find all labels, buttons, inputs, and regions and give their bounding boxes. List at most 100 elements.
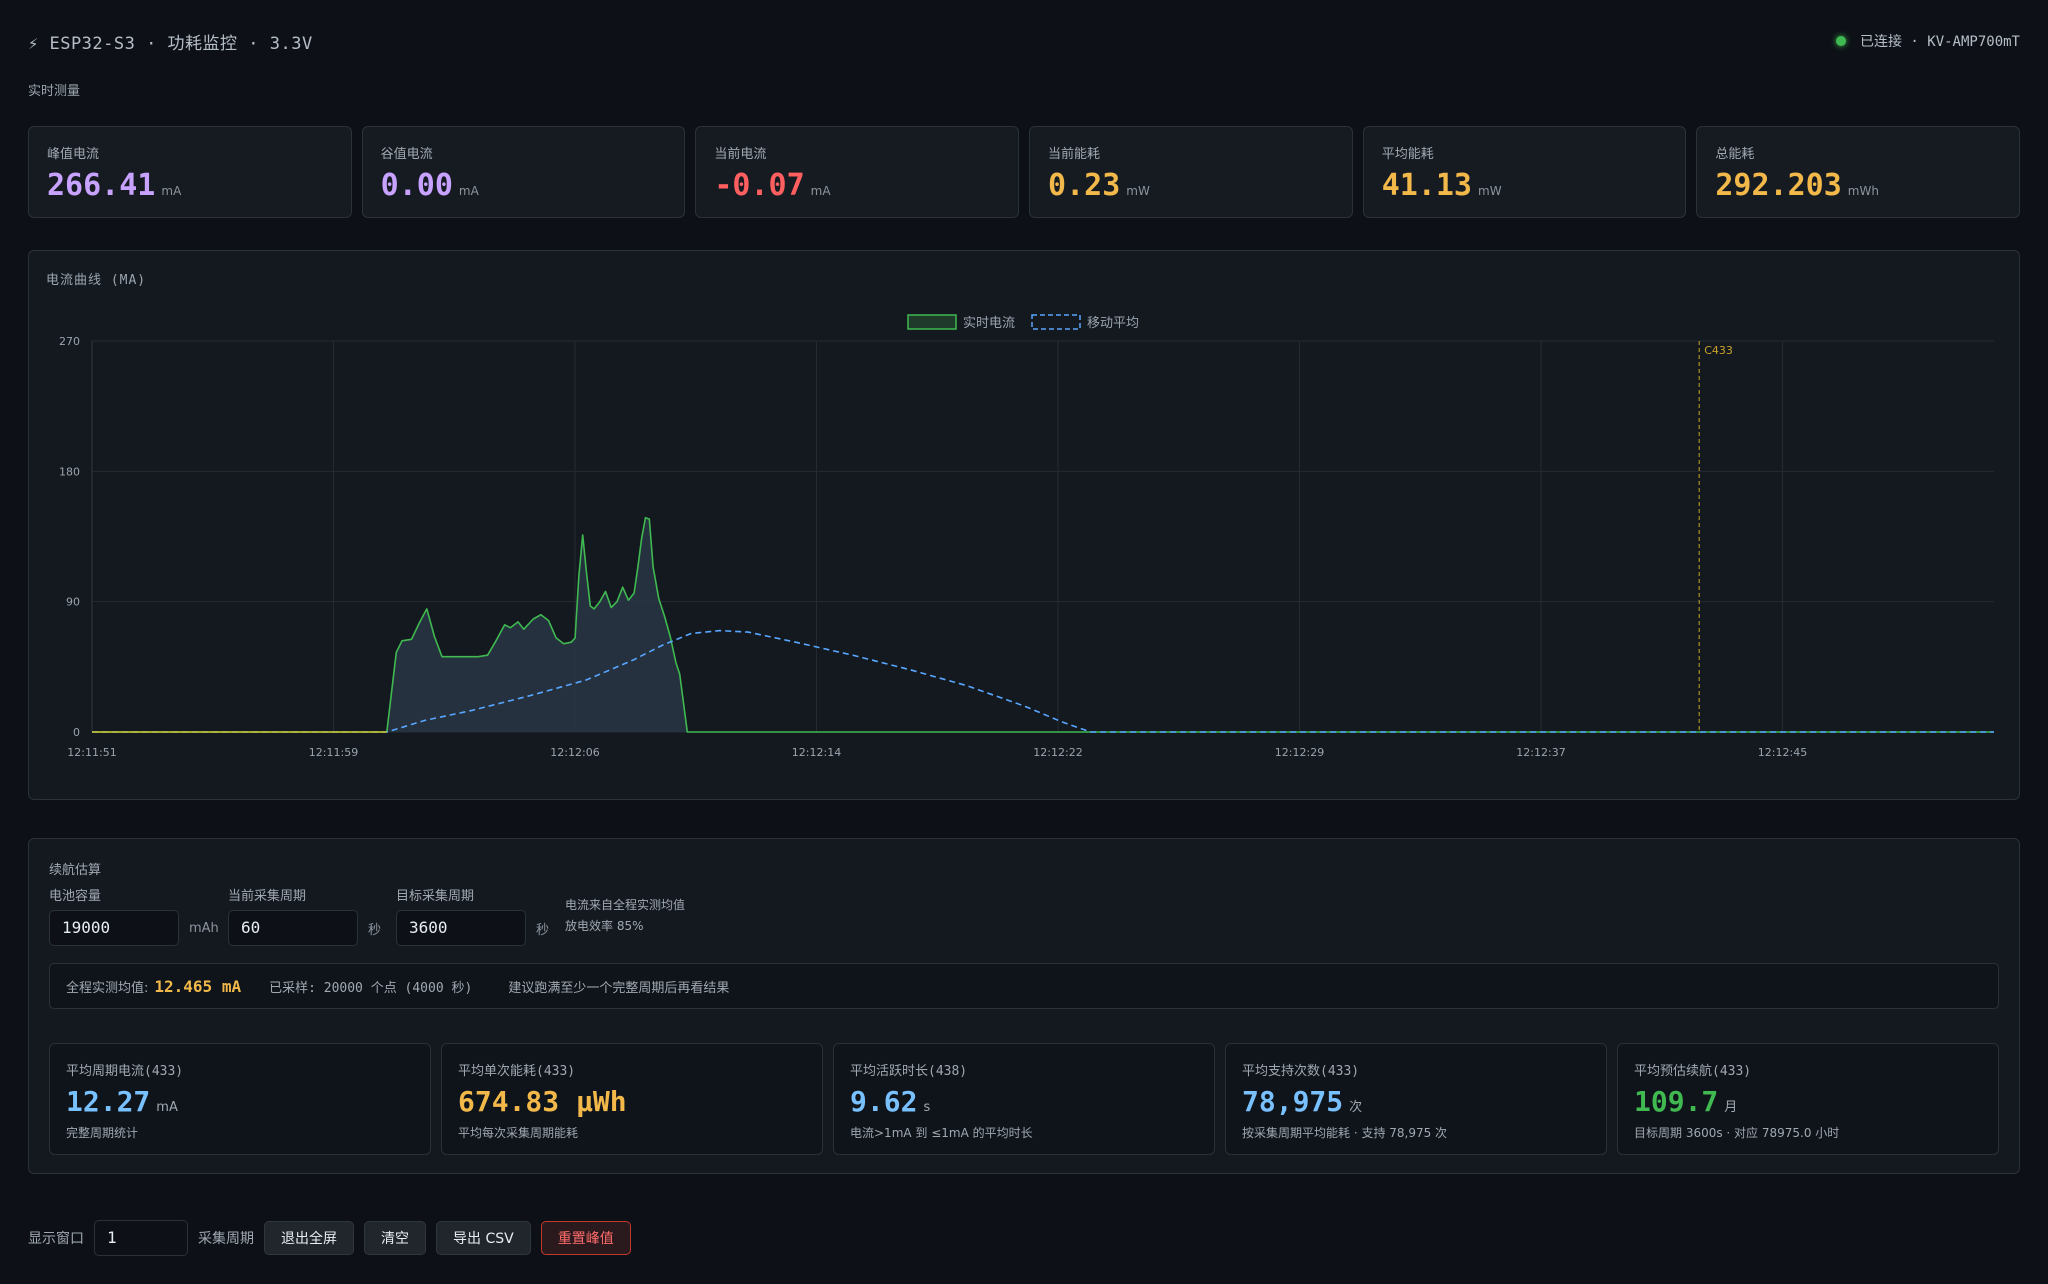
x-tick-label: 12:12:29 xyxy=(1275,746,1324,759)
period-label: 采集周期 xyxy=(198,1231,254,1247)
current-period-input[interactable]: 60 xyxy=(228,910,358,946)
stat-card-avg-cycles: 平均支持次数(433) 78,975 次 按采集周期平均能耗 · 支持 78,97… xyxy=(1225,1043,1607,1155)
y-tick-label: 0 xyxy=(73,726,80,739)
exit-fullscreen-button[interactable]: 退出全屏 xyxy=(264,1221,354,1255)
metric-card-min-current: 谷值电流 0.00 mA xyxy=(361,126,686,218)
stat-value: 12.27 xyxy=(66,1085,151,1118)
summary-value: 12.465 mA xyxy=(154,976,242,996)
current-chart-panel: 电流曲线 (MA) 0 90 180 270 12:11:51 12:11:59 12:12… xyxy=(28,250,2020,800)
marker-label: C433 xyxy=(1704,344,1733,357)
stat-card-avg-energy: 平均单次能耗(433) 674.83 μWh 平均每次采集周期能耗 xyxy=(441,1043,823,1155)
series-area-fill xyxy=(92,517,1994,732)
stat-value: 109.7 xyxy=(1634,1085,1719,1118)
connection-status: 已连接 · KV-AMP700mT xyxy=(1835,31,2020,51)
stat-value: 674.83 μWh xyxy=(458,1085,627,1118)
metric-unit: mW xyxy=(1126,184,1150,198)
battery-capacity-label: 电池容量 xyxy=(49,889,102,904)
stat-subtext: 目标周期 3600s · 对应 78975.0 小时 xyxy=(1634,1126,1840,1140)
current-period-unit: 秒 xyxy=(368,922,382,938)
x-tick-label: 12:12:14 xyxy=(792,746,841,759)
app-title: ⚡ ESP32-S3 · 功耗监控 · 3.3V xyxy=(28,33,313,54)
window-input[interactable]: 1 xyxy=(94,1220,188,1256)
x-tick-label: 12:12:45 xyxy=(1758,746,1807,759)
x-tick-label: 12:12:06 xyxy=(550,746,599,759)
current-period-label: 当前采集周期 xyxy=(228,889,307,904)
connection-status-label: 已连接 · KV-AMP700mT xyxy=(1859,34,2020,50)
metric-label: 当前电流 xyxy=(714,147,767,162)
clear-button[interactable]: 清空 xyxy=(364,1221,426,1255)
metric-unit: mA xyxy=(458,184,479,198)
x-tick-label: 12:12:37 xyxy=(1516,746,1565,759)
y-tick-label: 180 xyxy=(59,465,80,478)
battery-note-efficiency: 放电效率 85% xyxy=(565,919,644,933)
stat-value: 78,975 xyxy=(1242,1085,1344,1118)
metric-value: 292.203 xyxy=(1715,168,1842,203)
metric-card-peak-current: 峰值电流 266.41 mA xyxy=(28,126,352,218)
battery-capacity-field: 电池容量 19000 mAh xyxy=(49,885,219,946)
battery-capacity-input[interactable]: 19000 xyxy=(49,910,179,946)
y-tick-label: 270 xyxy=(59,335,80,348)
current-chart[interactable]: 0 90 180 270 12:11:51 12:11:59 12:12:06 12:12:1… xyxy=(29,251,2021,801)
metric-unit: mA xyxy=(161,184,182,198)
stat-subtext: 电流>1mA 到 ≤1mA 的平均时长 xyxy=(850,1126,1033,1140)
metric-card-avg-power: 平均能耗 41.13 mW xyxy=(1362,126,1687,218)
stat-card-avg-battery-life: 平均预估续航(433) 109.7 月 目标周期 3600s · 对应 78975… xyxy=(1617,1043,1999,1155)
target-period-field: 目标采集周期 3600 秒 xyxy=(396,885,549,946)
metric-cards: 峰值电流 266.41 mA 谷值电流 0.00 mA 当前电流 -0.07 mA 当… xyxy=(28,126,2021,218)
metric-value: -0.07 xyxy=(714,168,805,203)
stat-label: 平均支持次数(433) xyxy=(1242,1064,1360,1079)
target-period-label: 目标采集周期 xyxy=(396,889,475,904)
battery-note-source: 电流来自全程实测均值 xyxy=(565,898,686,912)
stat-card-avg-active-duration: 平均活跃时长(438) 9.62 s 电流>1mA 到 ≤1mA 的平均时长 xyxy=(833,1043,1215,1155)
stat-value: 9.62 xyxy=(850,1085,918,1118)
target-period-unit: 秒 xyxy=(536,922,550,938)
stat-card-avg-period-current: 平均周期电流(433) 12.27 mA 完整周期统计 xyxy=(49,1043,431,1155)
stat-label: 平均单次能耗(433) xyxy=(458,1064,576,1079)
stat-subtext: 平均每次采集周期能耗 xyxy=(458,1126,579,1140)
estimation-stats: 平均周期电流(433) 12.27 mA 完整周期统计 平均单次能耗(433) 6… xyxy=(49,1043,1999,1155)
target-period-input[interactable]: 3600 xyxy=(396,910,526,946)
x-tick-label: 12:11:51 xyxy=(67,746,116,759)
measurement-summary: 全程实测均值: 12.465 mA 已采样: 20000 个点 (4000 秒)… xyxy=(49,963,1999,1009)
metric-unit: mWh xyxy=(1847,184,1879,198)
export-csv-button[interactable]: 导出 CSV xyxy=(436,1221,531,1255)
metric-label: 平均能耗 xyxy=(1381,147,1434,162)
metric-card-total-energy: 总能耗 292.203 mWh xyxy=(1696,126,2021,218)
stat-label: 平均活跃时长(438) xyxy=(850,1064,968,1079)
x-tick-label: 12:12:22 xyxy=(1033,746,1082,759)
metric-label: 总能耗 xyxy=(1715,147,1755,162)
stat-unit: 次 xyxy=(1349,1100,1363,1115)
legend-swatch-realtime xyxy=(907,314,957,330)
series-moving-average-line xyxy=(92,629,1994,733)
status-dot-icon xyxy=(1835,36,1846,46)
bottom-toolbar: 显示窗口 1 采集周期 退出全屏 清空 导出 CSV 重置峰值 xyxy=(28,1220,631,1256)
metric-value: 266.41 xyxy=(47,168,156,203)
battery-panel-title: 续航估算 xyxy=(49,863,102,878)
metric-value: 0.00 xyxy=(380,168,453,203)
realtime-section-label: 实时测量 xyxy=(28,84,81,99)
stat-label: 平均预估续航(433) xyxy=(1634,1064,1752,1079)
stat-unit: 月 xyxy=(1724,1100,1738,1115)
metric-label: 谷值电流 xyxy=(380,147,433,162)
legend-swatch-moving-average xyxy=(1031,314,1081,330)
stat-subtext: 按采集周期平均能耗 · 支持 78,975 次 xyxy=(1242,1126,1448,1140)
stat-unit: s xyxy=(923,1100,931,1115)
metric-value: 41.13 xyxy=(1381,168,1472,203)
legend-label-moving-average: 移动平均 xyxy=(1087,316,1139,331)
summary-samples: 已采样: 20000 个点 (4000 秒) xyxy=(269,980,473,996)
metric-label: 峰值电流 xyxy=(47,147,100,162)
app-header: ⚡ ESP32-S3 · 功耗监控 · 3.3V 已连接 · KV-AMP700… xyxy=(28,26,2020,56)
reset-peak-button[interactable]: 重置峰值 xyxy=(540,1221,631,1255)
metric-unit: mW xyxy=(1478,184,1502,198)
stat-label: 平均周期电流(433) xyxy=(66,1064,184,1079)
series-realtime-current-line xyxy=(92,516,1994,733)
metric-value: 0.23 xyxy=(1048,168,1121,203)
x-tick-label: 12:11:59 xyxy=(309,746,358,759)
metric-card-current-power: 当前能耗 0.23 mW xyxy=(1029,126,1353,218)
metric-label: 当前能耗 xyxy=(1048,147,1101,162)
summary-label: 全程实测均值: xyxy=(66,980,149,996)
metric-card-current: 当前电流 -0.07 mA xyxy=(695,126,1020,218)
y-tick-label: 90 xyxy=(66,596,80,609)
stat-subtext: 完整周期统计 xyxy=(66,1126,139,1140)
stat-unit: mA xyxy=(156,1100,178,1115)
